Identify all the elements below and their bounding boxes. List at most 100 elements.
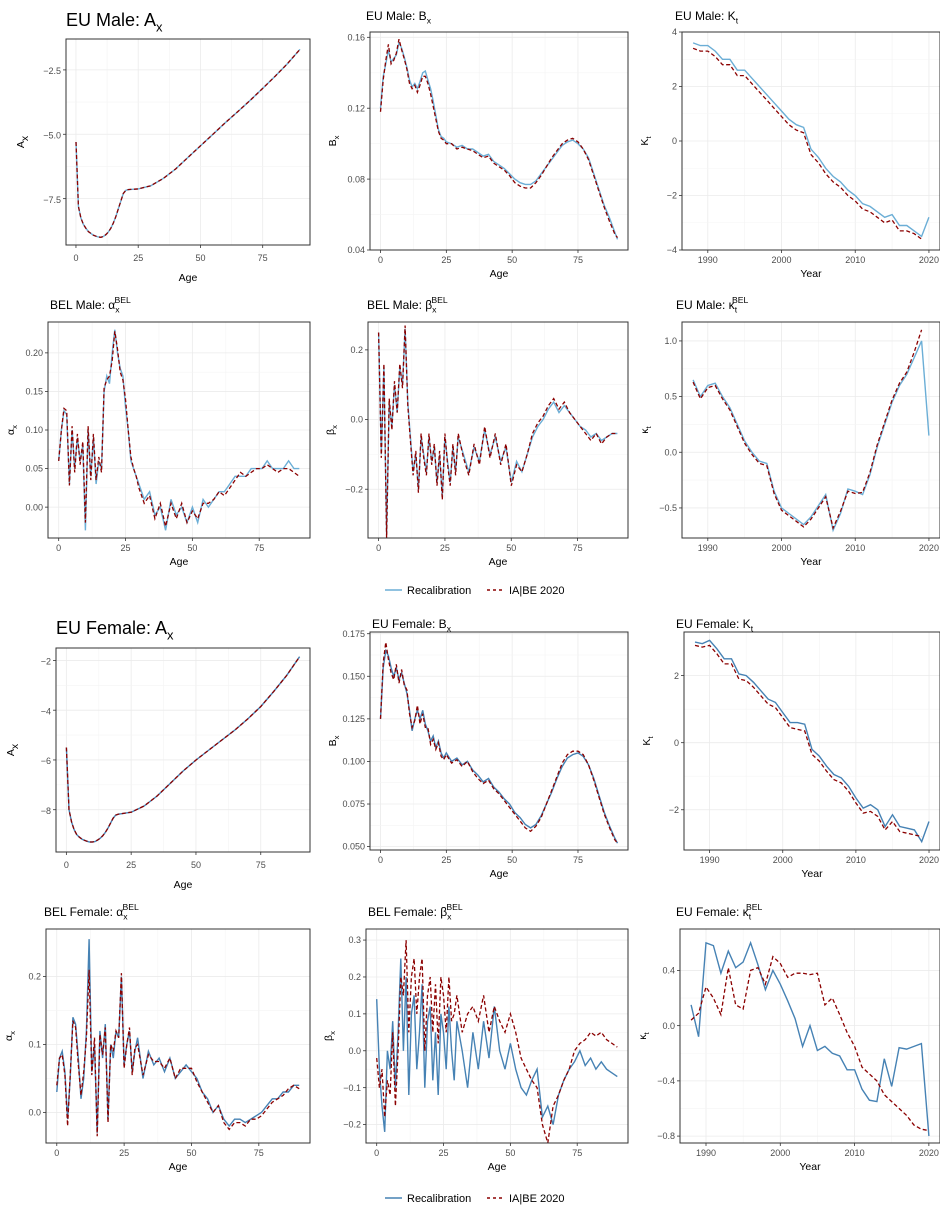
- y-tick-label: 0.0: [662, 1021, 675, 1031]
- x-axis-label: Year: [800, 268, 822, 280]
- y-tick-label: −4: [41, 706, 51, 716]
- x-tick-label: 50: [187, 543, 197, 553]
- y-tick-label: 0.1: [28, 1040, 41, 1050]
- series-recalibration-line: [75, 48, 301, 239]
- x-tick-label: 1990: [698, 543, 718, 553]
- series-recalibration-line: [56, 939, 300, 1133]
- x-axis-label: Age: [488, 1161, 507, 1173]
- y-tick-label: 0.05: [25, 464, 43, 474]
- x-tick-label: 75: [573, 543, 583, 553]
- panel-title-main: EU Female: A: [56, 618, 167, 638]
- x-tick-label: 0: [54, 1148, 59, 1158]
- x-tick-label: 75: [254, 543, 264, 553]
- panel-border: [679, 928, 940, 1144]
- x-tick-label: 25: [121, 543, 131, 553]
- y-axis-label: βx: [325, 425, 339, 435]
- panel-border: [683, 631, 940, 851]
- y-tick-label: 0.16: [347, 32, 365, 42]
- x-tick-label: 75: [572, 1148, 582, 1158]
- x-tick-label: 50: [507, 255, 517, 265]
- x-tick-label: 2010: [845, 543, 865, 553]
- y-tick-label: 0.0: [348, 1046, 361, 1056]
- y-axis-label-main: A: [15, 141, 27, 148]
- panel-title-sub: x: [432, 305, 437, 315]
- panel-title: EU Male: Kt: [675, 9, 739, 26]
- x-tick-label: 2010: [846, 855, 866, 865]
- x-tick-label: 2010: [845, 1148, 865, 1158]
- y-tick-label: 0.125: [342, 714, 365, 724]
- panel-title-sub: x: [123, 912, 128, 922]
- x-tick-label: 2020: [919, 1148, 939, 1158]
- panel-title: BEL Female: βxBEL: [368, 902, 463, 922]
- x-tick-label: 0: [378, 855, 383, 865]
- panel-border: [369, 631, 629, 851]
- x-tick-label: 25: [440, 543, 450, 553]
- y-tick-label: 0: [672, 136, 677, 146]
- legend-bottom: Recalibration IA|BE 2020: [385, 1193, 564, 1205]
- panel-border: [367, 321, 629, 539]
- series-recalibration-line: [377, 328, 618, 535]
- panel-title-sub: t: [736, 16, 739, 26]
- y-tick-label: −2: [669, 805, 679, 815]
- y-tick-label: 0.0: [350, 415, 363, 425]
- x-axis-label: Age: [490, 868, 509, 880]
- y-axis-label: κt: [639, 425, 653, 433]
- y-tick-label: −0.1: [343, 1083, 361, 1093]
- panel-title: BEL Male: βxBEL: [367, 295, 448, 315]
- y-axis-label-sub: t: [642, 1031, 651, 1034]
- y-tick-label: 0.150: [342, 671, 365, 681]
- x-tick-label: 0: [378, 255, 383, 265]
- y-axis-label-main: K: [641, 739, 653, 746]
- series-recalibration-line: [692, 340, 930, 533]
- x-tick-label: 1990: [698, 255, 718, 265]
- y-tick-label: −0.4: [657, 1076, 675, 1086]
- y-tick-label: 0.0: [664, 447, 677, 457]
- y-axis-label-sub: t: [644, 136, 653, 139]
- x-tick-label: 75: [573, 855, 583, 865]
- x-tick-label: 50: [195, 253, 205, 263]
- x-tick-label: 2000: [771, 255, 791, 265]
- y-tick-label: 0.2: [350, 345, 363, 355]
- y-axis-label: κt: [637, 1031, 651, 1039]
- y-axis-label-sub: x: [19, 135, 31, 141]
- panel-title-sup: BEL: [446, 902, 463, 912]
- panel-title: BEL Male: αxBEL: [50, 295, 131, 315]
- series-iabe-line: [376, 940, 618, 1143]
- x-tick-label: 2000: [771, 543, 791, 553]
- y-axis-label-sub: t: [644, 425, 653, 428]
- x-axis-label: Year: [801, 868, 823, 880]
- panel-title-sup: BEL: [732, 295, 749, 305]
- panel-title-sub: x: [115, 305, 120, 315]
- panel-title: EU Female: Bx: [372, 617, 452, 634]
- series-recalibration-line: [379, 648, 619, 844]
- panel-title-sub: x: [156, 19, 163, 34]
- x-tick-label: 2010: [845, 255, 865, 265]
- x-tick-label: 0: [374, 1148, 379, 1158]
- panel-title-sup: BEL: [746, 902, 763, 912]
- panel-title-sub: t: [749, 912, 752, 922]
- series-recalibration-line: [692, 42, 930, 238]
- series-recalibration-line: [65, 656, 301, 843]
- x-tick-label: 50: [507, 855, 517, 865]
- y-tick-label: 2: [674, 671, 679, 681]
- x-axis-label: Age: [489, 556, 508, 568]
- x-tick-label: 25: [119, 1148, 129, 1158]
- y-tick-label: −2.5: [43, 66, 61, 76]
- y-tick-label: 2: [672, 82, 677, 92]
- series-iabe-line: [56, 969, 300, 1137]
- series-recalibration-line: [690, 940, 930, 1137]
- panel-title-main: BEL Male: α: [50, 298, 115, 312]
- y-tick-label: −0.5: [659, 503, 677, 513]
- series-iabe-line: [75, 48, 301, 238]
- x-axis-label: Year: [799, 1161, 821, 1173]
- panel-title: EU Female: Kt: [676, 617, 754, 634]
- x-tick-label: 50: [191, 860, 201, 870]
- panel-border: [55, 647, 311, 853]
- x-tick-label: 25: [439, 1148, 449, 1158]
